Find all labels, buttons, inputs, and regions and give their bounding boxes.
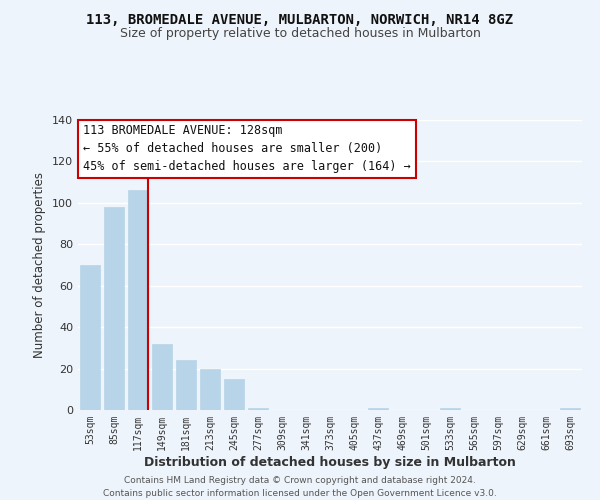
Bar bbox=[224, 379, 244, 410]
Bar bbox=[560, 408, 580, 410]
Bar bbox=[152, 344, 172, 410]
Bar bbox=[176, 360, 196, 410]
Bar bbox=[128, 190, 148, 410]
Bar bbox=[248, 408, 268, 410]
Text: Size of property relative to detached houses in Mulbarton: Size of property relative to detached ho… bbox=[119, 28, 481, 40]
Text: Contains HM Land Registry data © Crown copyright and database right 2024.
Contai: Contains HM Land Registry data © Crown c… bbox=[103, 476, 497, 498]
Bar bbox=[80, 265, 100, 410]
Bar bbox=[368, 408, 388, 410]
Bar bbox=[440, 408, 460, 410]
Text: 113 BROMEDALE AVENUE: 128sqm
← 55% of detached houses are smaller (200)
45% of s: 113 BROMEDALE AVENUE: 128sqm ← 55% of de… bbox=[83, 124, 411, 174]
Bar bbox=[200, 368, 220, 410]
Bar bbox=[104, 207, 124, 410]
X-axis label: Distribution of detached houses by size in Mulbarton: Distribution of detached houses by size … bbox=[144, 456, 516, 468]
Text: 113, BROMEDALE AVENUE, MULBARTON, NORWICH, NR14 8GZ: 113, BROMEDALE AVENUE, MULBARTON, NORWIC… bbox=[86, 12, 514, 26]
Y-axis label: Number of detached properties: Number of detached properties bbox=[34, 172, 46, 358]
